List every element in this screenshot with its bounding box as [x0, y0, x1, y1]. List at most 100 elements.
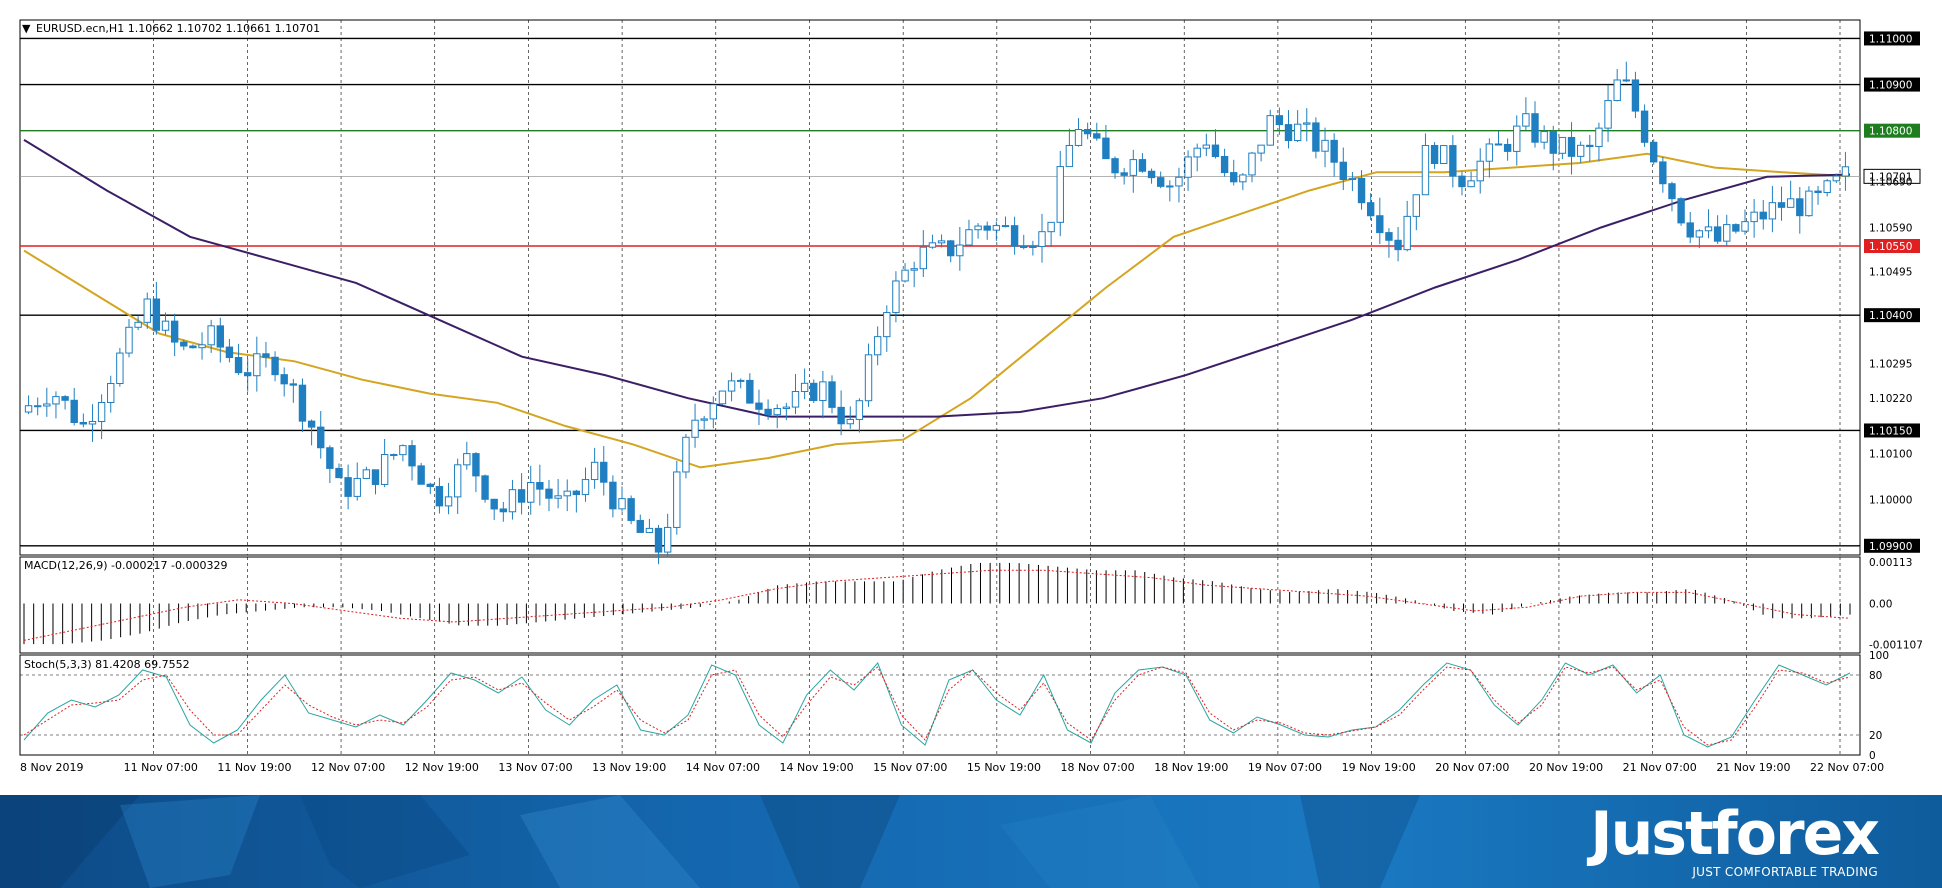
candle-body: [892, 280, 900, 314]
candle-body: [563, 490, 571, 497]
candle-body: [33, 405, 42, 408]
candle-body: [1366, 202, 1375, 217]
candle-body: [1759, 211, 1767, 220]
candle-body: [536, 482, 544, 490]
candle-body: [1074, 128, 1083, 146]
candle-body: [1083, 128, 1092, 135]
stoch-title: Stoch(5,3,3) 81.4208 69.7552: [24, 658, 190, 671]
candle-body: [527, 482, 535, 503]
candle-body: [143, 298, 151, 323]
candle-body: [1038, 231, 1046, 247]
level-tag: [1864, 77, 1920, 92]
candle-body: [1403, 215, 1411, 251]
candle-body: [444, 496, 453, 507]
candle-body: [170, 320, 179, 343]
candle-body: [1020, 245, 1028, 249]
candle-body: [453, 464, 462, 498]
candle-body: [1138, 159, 1147, 172]
macd-signal-line: [23, 569, 1851, 641]
level-tag-label: 1.10150: [1869, 425, 1912, 437]
candle-body: [289, 383, 298, 386]
candle-body: [910, 268, 918, 271]
candle-body: [1613, 79, 1621, 102]
candle-body: [691, 419, 699, 438]
x-tick-label: 14 Nov 07:00: [686, 761, 760, 774]
candle-body: [1376, 215, 1384, 234]
candle-body: [1239, 174, 1247, 183]
candle-body: [1713, 226, 1722, 242]
level-tag-label: 1.10900: [1869, 80, 1912, 92]
candle-body: [800, 382, 809, 393]
candle-body: [737, 379, 745, 382]
brand-banner: Justforex JUST COMFORTABLE TRADING: [0, 795, 1942, 888]
level-tag: [1864, 123, 1920, 138]
candle-body: [1065, 144, 1074, 168]
y-tick-label: 1.10100: [1869, 449, 1912, 461]
candle-body: [1330, 139, 1338, 163]
candle-body: [1622, 79, 1631, 82]
candle-body: [1047, 221, 1055, 233]
candle-body: [463, 453, 471, 466]
symbol-dropdown-icon[interactable]: ▼: [22, 22, 31, 35]
candle-body: [810, 382, 818, 402]
x-tick-label: 14 Nov 19:00: [779, 761, 853, 774]
candle-body: [1421, 144, 1430, 196]
candle-body: [654, 527, 663, 553]
candle-body: [1777, 202, 1786, 208]
candle-body: [1202, 144, 1211, 149]
candle-body: [782, 406, 791, 410]
candle-body: [198, 344, 206, 349]
candle-body: [1823, 180, 1831, 193]
candle-body: [1513, 125, 1521, 152]
candle-body: [1284, 124, 1293, 142]
candle-body: [508, 489, 517, 513]
candle-body: [207, 325, 215, 346]
candle-body: [974, 225, 982, 231]
candle-body: [1732, 224, 1740, 232]
candle-body: [1531, 113, 1539, 143]
level-tag: [1864, 538, 1920, 553]
candle-body: [1832, 175, 1841, 182]
level-tag-label: 1.10400: [1869, 310, 1912, 322]
level-tag: [1863, 168, 1921, 184]
x-tick-label: 22 Nov 07:00: [1810, 761, 1884, 774]
candle-body: [1814, 190, 1822, 193]
candle-body: [417, 465, 425, 485]
x-tick-label: 11 Nov 19:00: [217, 761, 291, 774]
x-tick-label: 12 Nov 07:00: [311, 761, 385, 774]
x-tick-label: 21 Nov 07:00: [1623, 761, 1697, 774]
candle-body: [280, 374, 288, 385]
candle-body: [1786, 198, 1795, 208]
candle-body: [1029, 245, 1037, 249]
candle-body: [408, 445, 416, 467]
candle-body: [1558, 136, 1567, 154]
x-tick-label: 8 Nov 2019: [20, 761, 83, 774]
candle-body: [901, 269, 909, 282]
candle-body: [344, 477, 352, 497]
level-tag-label: 1.10701: [1869, 171, 1912, 183]
stoch-panel-frame: [19, 654, 1861, 756]
x-tick-label: 13 Nov 19:00: [592, 761, 666, 774]
candle-body: [1166, 185, 1174, 188]
candle-body: [234, 357, 243, 374]
candle-body: [307, 420, 316, 428]
candle-body: [1211, 144, 1220, 157]
candle-body: [362, 469, 371, 479]
candle-body: [663, 526, 672, 553]
x-tick-label: 15 Nov 19:00: [967, 761, 1041, 774]
candle-body: [1357, 177, 1366, 204]
candle-body: [946, 240, 955, 257]
candle-body: [627, 498, 635, 521]
x-tick-label: 13 Nov 07:00: [498, 761, 572, 774]
y-tick-label: 1.10690: [1869, 176, 1912, 188]
candle-body: [79, 421, 88, 425]
candle-body: [837, 406, 845, 425]
candle-body: [243, 372, 252, 377]
candle-body: [1640, 110, 1649, 143]
candle-body: [1056, 166, 1064, 223]
candle-body: [43, 403, 51, 407]
candle-body: [645, 527, 654, 533]
candle-body: [755, 402, 763, 410]
level-tag: [1864, 423, 1920, 438]
candle-body: [618, 498, 626, 510]
